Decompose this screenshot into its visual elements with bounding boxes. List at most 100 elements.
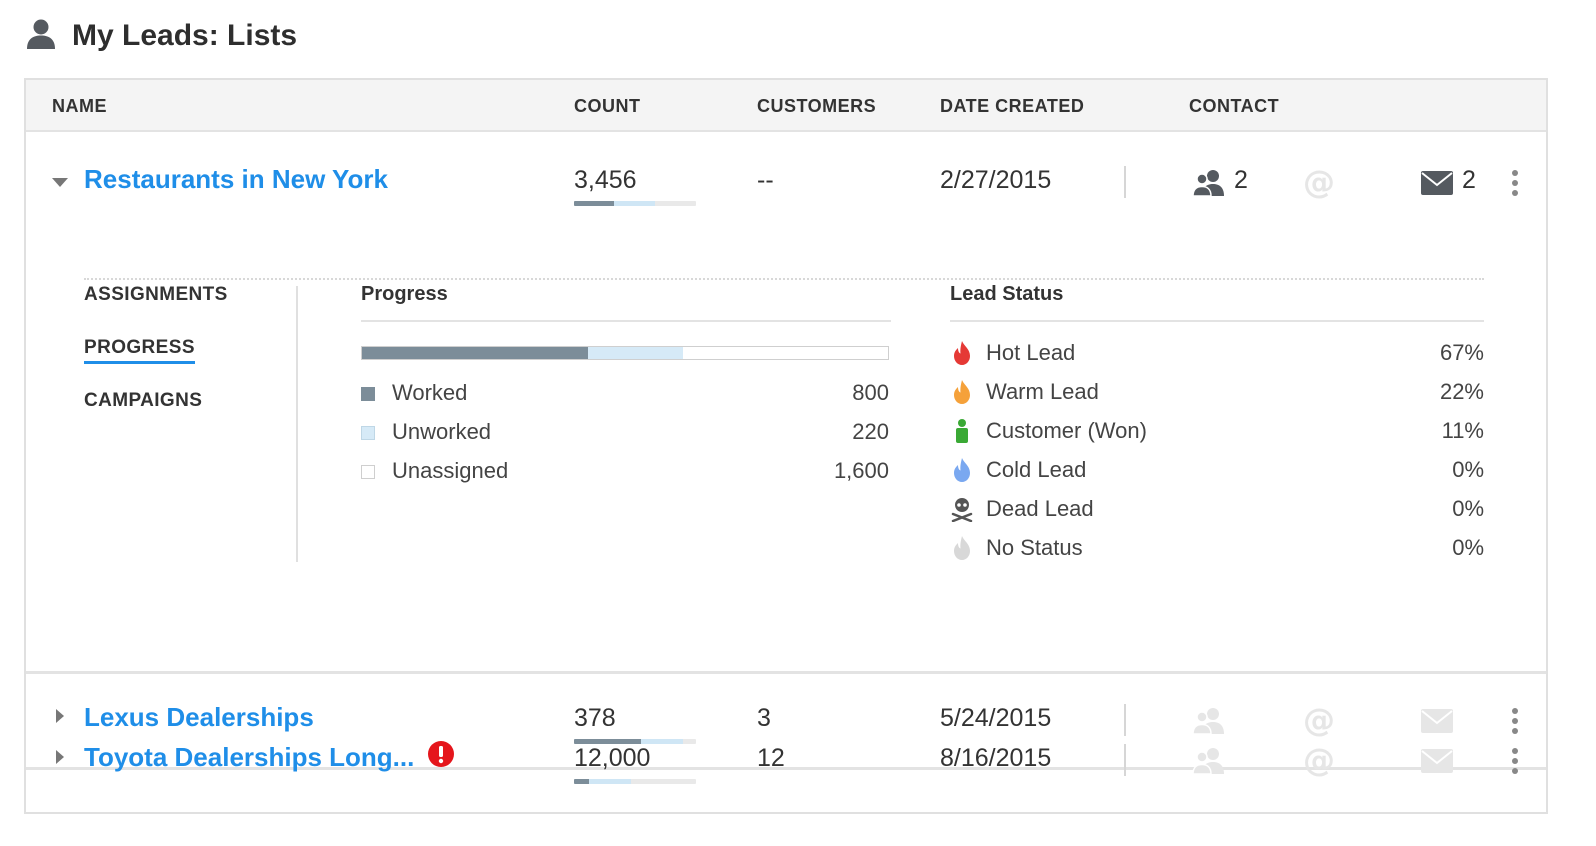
count-progress-bar: [574, 739, 696, 744]
status-percent: 0%: [1452, 457, 1484, 482]
table-row: Restaurants in New York 3,456 -- 2/27/20…: [26, 132, 1546, 674]
contact-divider: [1124, 744, 1126, 776]
person-icon: [24, 17, 58, 56]
person-icon: [950, 418, 974, 444]
legend-row-worked: Worked 800: [361, 380, 889, 408]
status-percent: 0%: [1452, 535, 1484, 560]
status-label: Cold Lead: [986, 457, 1087, 482]
status-row-dead-lead: Dead Lead 0%: [950, 496, 1484, 526]
table-row: Lexus Dealerships 378 3 5/24/2015 @: [26, 674, 1546, 770]
date-created-value: 2/27/2015: [940, 166, 1052, 194]
unassigned-swatch: [361, 465, 375, 479]
customers-value: 3: [757, 704, 771, 732]
status-row-no-status: No Status 0%: [950, 535, 1484, 565]
count-value: 3,456: [574, 166, 637, 194]
nav-campaigns[interactable]: CAMPAIGNS: [84, 390, 203, 411]
legend-value: 1,600: [833, 458, 889, 483]
flame-icon: [950, 535, 974, 561]
column-header-name[interactable]: NAME: [52, 96, 107, 116]
progress-title: Progress: [361, 283, 448, 305]
envelope-icon[interactable]: [1421, 709, 1453, 738]
column-header-date-created[interactable]: DATE CREATED: [940, 96, 1085, 116]
at-sign-icon[interactable]: @: [1302, 701, 1336, 743]
status-label: Customer (Won): [986, 418, 1147, 443]
date-created-value: 8/16/2015: [940, 744, 1052, 772]
table-header: NAME COUNT CUSTOMERS DATE CREATED CONTAC…: [26, 80, 1546, 132]
legend-row-unworked: Unworked 220: [361, 419, 889, 447]
lead-status-title: Lead Status: [950, 283, 1064, 305]
status-percent: 11%: [1441, 418, 1484, 443]
nav-progress[interactable]: PROGRESS: [84, 337, 195, 364]
legend-value: 800: [852, 380, 889, 405]
column-header-customers[interactable]: CUSTOMERS: [757, 96, 877, 116]
status-percent: 67%: [1439, 340, 1484, 365]
nav-assignments[interactable]: ASSIGNMENTS: [84, 284, 228, 305]
contacts-count: 2: [1234, 166, 1248, 194]
status-row-hot-lead: Hot Lead 67%: [950, 340, 1484, 370]
count-value: 378: [574, 704, 616, 732]
page-title: My Leads: Lists: [72, 19, 298, 52]
list-name-link[interactable]: Toyota Dealerships Long...: [84, 742, 415, 772]
row-menu-kebab-icon[interactable]: [1511, 748, 1519, 778]
progress-bar: [361, 346, 889, 360]
lead-status-rule: [950, 320, 1484, 322]
worked-swatch: [361, 387, 375, 401]
legend-row-unassigned: Unassigned 1,600: [361, 458, 889, 486]
progress-rule: [361, 320, 891, 322]
envelope-icon[interactable]: [1421, 171, 1453, 200]
contact-divider: [1124, 704, 1126, 736]
status-row-customer-won: Customer (Won) 11%: [950, 418, 1484, 448]
status-label: No Status: [986, 535, 1083, 560]
flame-icon: [950, 457, 974, 483]
svg-text:@: @: [1303, 744, 1335, 778]
table-row: Toyota Dealerships Long... 12,000 12 8/1…: [26, 741, 1546, 814]
row-menu-kebab-icon[interactable]: [1511, 170, 1519, 200]
svg-text:@: @: [1303, 704, 1335, 738]
expand-caret-icon[interactable]: [56, 750, 64, 764]
date-created-value: 5/24/2015: [940, 704, 1052, 732]
list-name-link[interactable]: Lexus Dealerships: [84, 702, 314, 732]
customers-value: --: [757, 166, 774, 194]
status-row-warm-lead: Warm Lead 22%: [950, 379, 1484, 409]
lists-table: NAME COUNT CUSTOMERS DATE CREATED CONTAC…: [24, 78, 1548, 814]
contacts-group-icon[interactable]: [1192, 746, 1226, 781]
list-name-link[interactable]: Restaurants in New York: [84, 164, 388, 194]
svg-text:@: @: [1303, 166, 1335, 200]
column-header-contact[interactable]: CONTACT: [1189, 96, 1280, 116]
status-percent: 22%: [1439, 379, 1484, 404]
customers-value: 12: [757, 744, 785, 772]
contacts-group-icon[interactable]: [1192, 168, 1226, 203]
unworked-swatch: [361, 426, 375, 440]
status-label: Dead Lead: [986, 496, 1094, 521]
status-percent: 0%: [1452, 496, 1484, 521]
skull-icon: [950, 496, 974, 523]
legend-label: Worked: [392, 380, 468, 405]
status-label: Warm Lead: [986, 379, 1099, 404]
expand-caret-icon[interactable]: [56, 709, 64, 723]
status-row-cold-lead: Cold Lead 0%: [950, 457, 1484, 487]
count-progress-bar: [574, 201, 696, 206]
detail-nav-divider: [296, 286, 298, 562]
at-sign-icon[interactable]: @: [1302, 741, 1336, 783]
legend-value: 220: [852, 419, 889, 444]
at-sign-icon[interactable]: @: [1302, 163, 1336, 205]
alert-icon[interactable]: [427, 740, 455, 773]
legend-label: Unworked: [392, 419, 492, 444]
contact-divider: [1124, 166, 1126, 198]
count-cell: 3,456: [574, 166, 696, 206]
row-detail-divider: [84, 278, 1484, 280]
envelope-icon[interactable]: [1421, 749, 1453, 778]
collapse-caret-icon[interactable]: [52, 178, 68, 187]
count-cell: 378: [574, 704, 696, 744]
count-value: 12,000: [574, 744, 651, 772]
status-label: Hot Lead: [986, 340, 1076, 365]
count-cell: 12,000: [574, 744, 696, 784]
emails-count: 2: [1462, 166, 1476, 194]
contacts-group-icon[interactable]: [1192, 706, 1226, 741]
column-header-count[interactable]: COUNT: [574, 96, 641, 116]
legend-label: Unassigned: [392, 458, 509, 483]
count-progress-bar: [574, 779, 696, 784]
page-header: My Leads: Lists: [24, 16, 297, 56]
flame-icon: [950, 379, 974, 405]
row-menu-kebab-icon[interactable]: [1511, 708, 1519, 738]
